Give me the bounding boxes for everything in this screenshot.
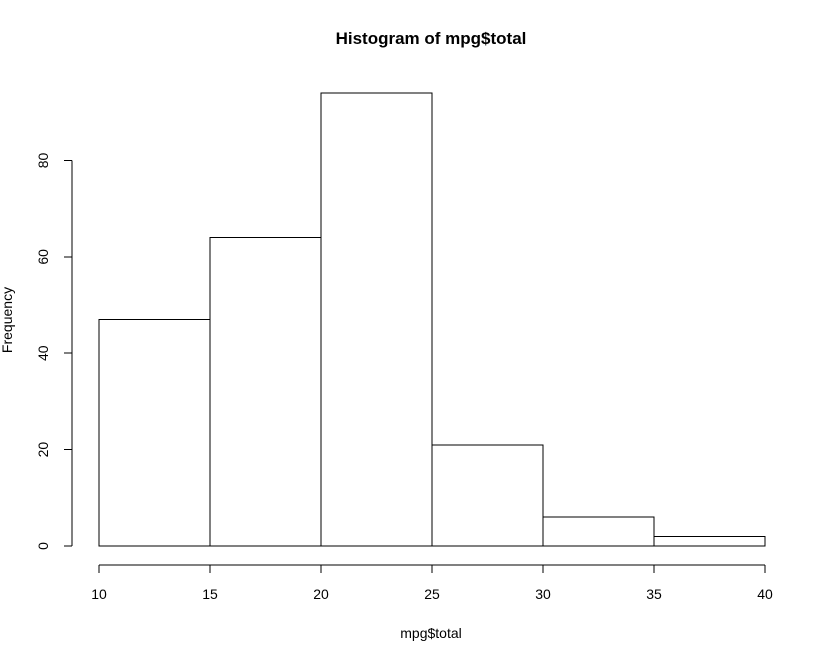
- x-tick-label: 20: [313, 586, 329, 602]
- histogram-bar-15-20: [209, 237, 322, 547]
- y-tick-label: 40: [35, 345, 51, 361]
- y-tick-label: 0: [35, 542, 51, 550]
- histogram-bars: [98, 92, 766, 547]
- x-axis: 10 15 20 25 30 35 40: [91, 564, 773, 602]
- x-tick-label: 35: [646, 586, 662, 602]
- histogram-bar-25-30: [431, 444, 544, 547]
- y-tick-label: 80: [35, 152, 51, 168]
- histogram-bar-10-15: [98, 319, 211, 547]
- x-axis-label: mpg$total: [400, 625, 461, 641]
- histogram-bar-35-40: [653, 535, 766, 547]
- x-tick-label: 10: [91, 586, 107, 602]
- y-axis: 0 20 40 60 80: [35, 152, 73, 550]
- x-tick-label: 30: [535, 586, 551, 602]
- y-tick-label: 60: [35, 249, 51, 265]
- x-tick-label: 15: [202, 586, 218, 602]
- histogram-bar-30-35: [542, 516, 655, 547]
- y-tick-label: 20: [35, 442, 51, 458]
- x-tick-label: 25: [424, 586, 440, 602]
- chart-title: Histogram of mpg$total: [336, 29, 527, 48]
- x-tick-label: 40: [757, 586, 773, 602]
- y-axis-label: Frequency: [0, 287, 15, 353]
- histogram-bar-20-25: [320, 92, 433, 547]
